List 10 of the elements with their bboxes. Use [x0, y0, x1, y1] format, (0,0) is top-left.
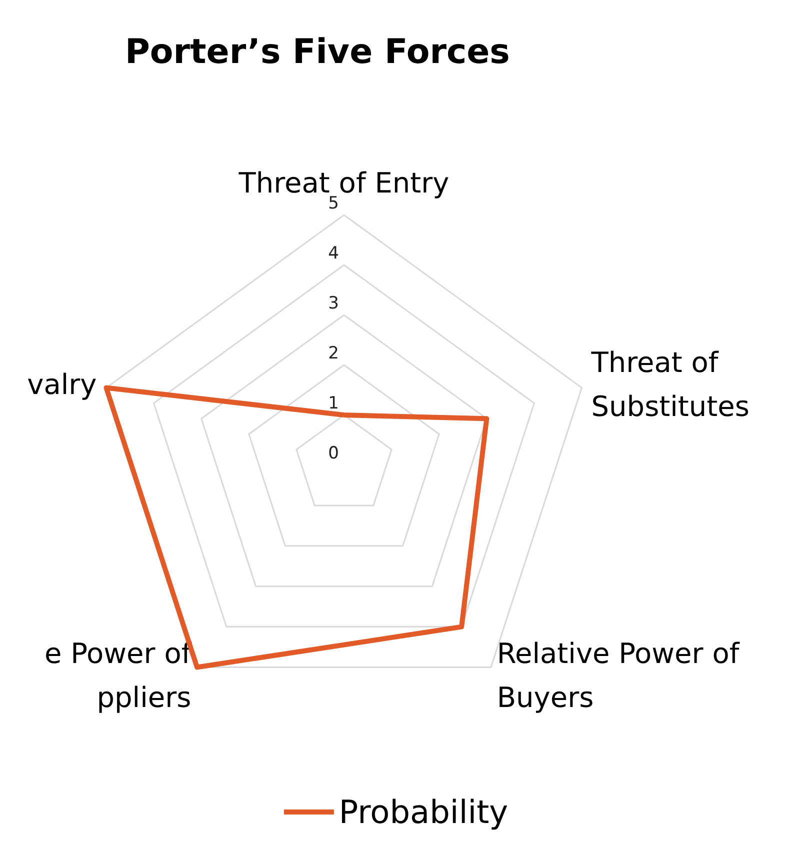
y-tick-label: 4	[328, 244, 339, 264]
y-tick-label: 1	[328, 394, 339, 414]
y-tick-label: 3	[328, 294, 339, 314]
spoke-label: Threat of Substitutes	[590, 346, 750, 424]
y-tick-label: 0	[328, 444, 339, 464]
spoke-label: Relative Power of Buyers	[496, 636, 740, 714]
chart-title: Porter’s Five Forces	[125, 32, 510, 72]
y-tick-label: 2	[328, 344, 339, 364]
legend-label: Probability	[338, 793, 508, 831]
spoke-label: valry	[27, 368, 97, 402]
